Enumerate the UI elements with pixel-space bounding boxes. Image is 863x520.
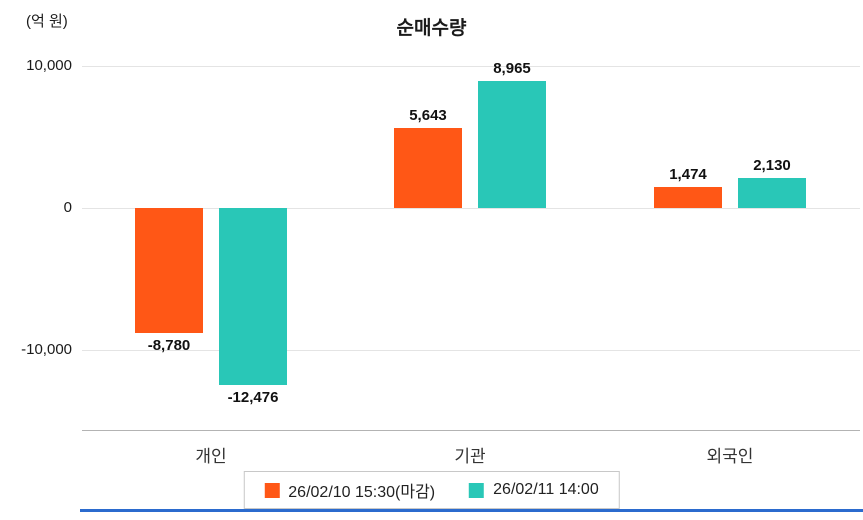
legend-swatch [264,482,280,498]
category-label: 외국인 [706,447,754,466]
gridline [82,350,860,351]
bar-negative [219,208,287,386]
gridline [82,66,860,67]
chart-title: 순매수량 [396,18,467,39]
legend-item: 26/02/11 14:00 [469,481,599,499]
x-axis-line [82,430,860,431]
bar-negative [135,208,203,333]
legend-label: 26/02/10 15:30(마감) [288,484,436,501]
bottom-accent-line [80,509,863,512]
bar-value-label: 5,643 [409,106,447,124]
bar-positive [654,187,722,208]
legend: 26/02/10 15:30(마감) 26/02/11 14:00 [243,471,620,509]
y-tick-label: 0 [63,199,72,216]
bar-positive [394,127,462,208]
legend-item: 26/02/10 15:30(마감) [264,478,435,502]
bar-positive [478,80,546,208]
y-tick-label: -10,000 [21,341,72,358]
category-label: 기관 [454,447,486,466]
bar-value-label: 1,474 [669,166,707,184]
y-axis-unit-label: (억 원) [26,13,68,30]
y-tick-label: 10,000 [26,57,72,74]
legend-label: 26/02/11 14:00 [493,481,599,498]
category-label: 개인 [195,447,227,466]
bar-value-label: -8,780 [147,336,191,354]
gridline [82,208,860,209]
bar-value-label: 8,965 [493,59,531,77]
bar-value-label: -12,476 [227,389,279,407]
bar-positive [738,177,806,208]
bar-value-label: 2,130 [753,156,791,174]
legend-swatch [469,482,485,498]
